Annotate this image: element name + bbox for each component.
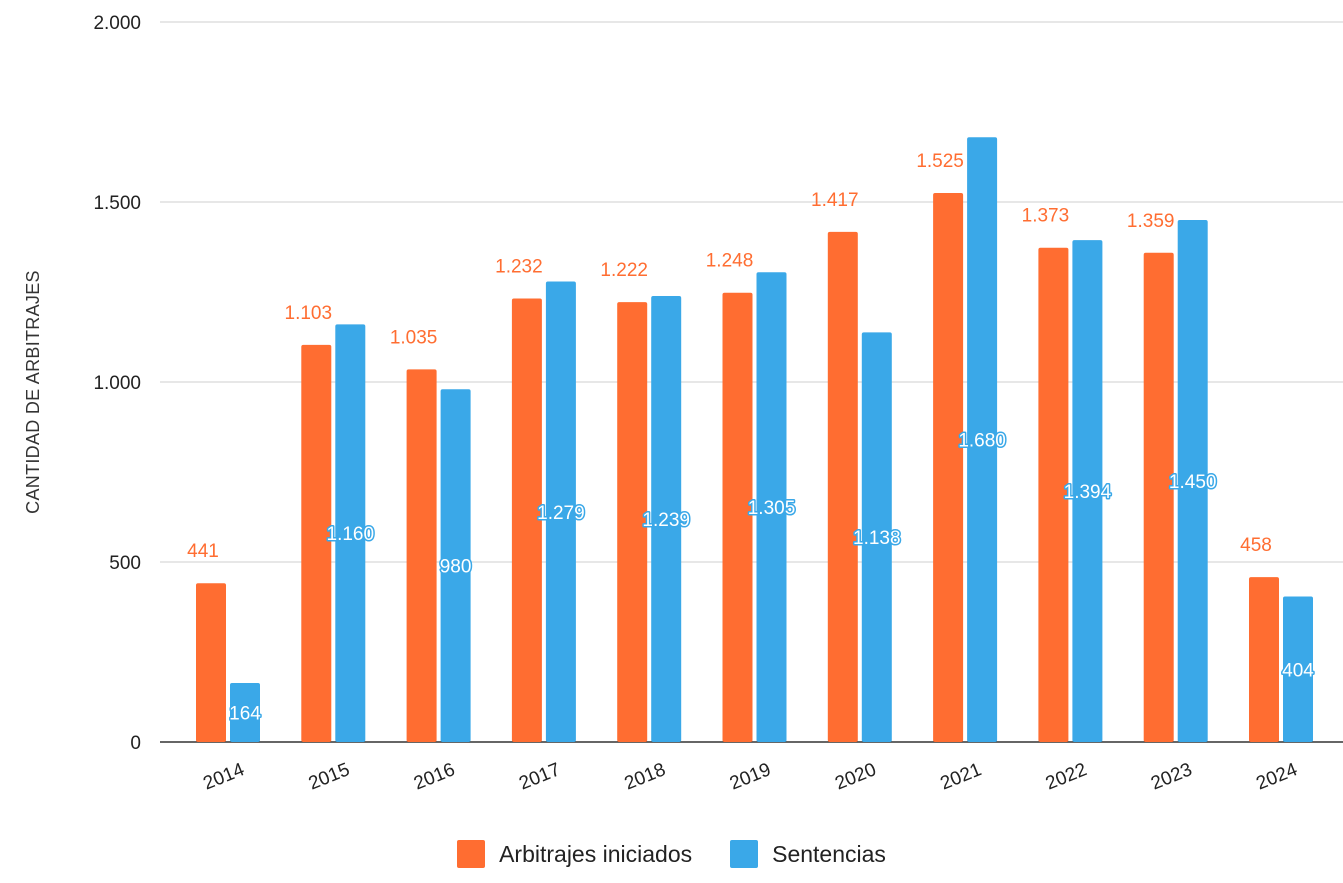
bar-arbitrajes-iniciados[interactable]: [406, 369, 437, 742]
bar-sentencias[interactable]: [440, 389, 471, 742]
data-label-sentencias: 1.305: [748, 498, 796, 519]
legend-label: Sentencias: [772, 840, 886, 867]
bar-sentencias[interactable]: [335, 324, 366, 742]
bar-sentencias[interactable]: [230, 682, 260, 742]
data-label-arbitrajes-iniciados: 1.359: [1127, 211, 1175, 232]
x-tick-label: 2020: [832, 759, 879, 794]
bar-sentencias[interactable]: [651, 295, 682, 742]
y-tick-label: 1.000: [93, 373, 141, 394]
bar-arbitrajes-iniciados[interactable]: [827, 231, 858, 742]
bars: [196, 137, 1313, 742]
data-label-arbitrajes-iniciados: 1.417: [811, 190, 859, 211]
data-label-sentencias: 1.279: [537, 503, 585, 524]
x-tick-label: 2017: [516, 759, 563, 794]
x-tick-label: 2016: [411, 759, 458, 794]
legend: Arbitrajes iniciados Sentencias: [0, 840, 1343, 868]
bar-sentencias[interactable]: [545, 281, 576, 742]
legend-item-sentencias[interactable]: Sentencias: [730, 840, 886, 868]
data-label-sentencias: 404: [1282, 660, 1314, 681]
y-tick-label: 2.000: [93, 13, 141, 34]
bar-sentencias[interactable]: [1072, 240, 1103, 742]
legend-label: Arbitrajes iniciados: [499, 840, 693, 867]
data-labels: 441 164 1.103 1.160 1.035 980 1.232 1.279 1.222 1…: [187, 151, 1316, 726]
y-axis-ticks: 0 500 1.000 1.500 2.000: [93, 13, 141, 754]
bar-arbitrajes-iniciados[interactable]: [511, 298, 542, 742]
bar-sentencias[interactable]: [967, 137, 998, 742]
data-label-arbitrajes-iniciados: 1.232: [495, 256, 543, 277]
bar-sentencias[interactable]: [1177, 220, 1208, 742]
bar-sentencias[interactable]: [861, 332, 892, 742]
bar-arbitrajes-iniciados[interactable]: [301, 344, 332, 742]
bar-arbitrajes-iniciados[interactable]: [1038, 247, 1069, 742]
data-label-sentencias: 1.239: [642, 510, 690, 531]
x-tick-label: 2024: [1253, 759, 1300, 794]
x-tick-label: 2021: [938, 759, 985, 794]
data-label-arbitrajes-iniciados: 1.103: [285, 303, 333, 324]
data-label-sentencias: 1.450: [1169, 472, 1217, 493]
x-tick-label: 2019: [727, 759, 774, 794]
data-label-arbitrajes-iniciados: 1.222: [600, 260, 648, 281]
data-label-arbitrajes-iniciados: 1.525: [916, 151, 964, 172]
x-tick-label: 2014: [200, 759, 247, 794]
data-label-sentencias: 980: [440, 557, 472, 578]
y-tick-label: 1.500: [93, 193, 141, 214]
legend-swatch-orange: [457, 840, 486, 868]
data-label-sentencias: 1.680: [958, 431, 1006, 452]
x-tick-label: 2015: [306, 759, 353, 794]
data-label-sentencias: 1.394: [1064, 482, 1112, 503]
x-tick-label: 2023: [1148, 759, 1195, 794]
data-label-arbitrajes-iniciados: 1.248: [706, 251, 754, 272]
x-tick-label: 2022: [1043, 759, 1090, 794]
data-label-sentencias: 164: [229, 703, 261, 724]
data-label-arbitrajes-iniciados: 1.373: [1022, 206, 1070, 227]
bar-arbitrajes-iniciados[interactable]: [617, 302, 648, 742]
data-label-sentencias: 1.138: [853, 528, 901, 549]
data-label-arbitrajes-iniciados: 441: [187, 541, 219, 562]
x-tick-label: 2018: [622, 759, 669, 794]
data-label-sentencias: 1.160: [327, 524, 375, 545]
bar-arbitrajes-iniciados[interactable]: [722, 292, 753, 742]
x-axis-ticks: 2014 2015 2016 2017 2018 2019 2020 2021 2022 2023…: [200, 759, 1300, 794]
y-axis-label: CANTIDAD DE ARBITRAJES: [23, 270, 43, 514]
bar-sentencias[interactable]: [756, 272, 787, 742]
bar-arbitrajes-iniciados[interactable]: [1143, 252, 1174, 742]
data-label-arbitrajes-iniciados: 1.035: [390, 327, 438, 348]
bar-sentencias[interactable]: [1283, 596, 1313, 742]
bar-arbitrajes-iniciados[interactable]: [933, 193, 964, 742]
bar-arbitrajes-iniciados[interactable]: [1249, 577, 1279, 742]
legend-swatch-blue: [730, 840, 759, 868]
y-tick-label: 0: [130, 733, 141, 754]
data-label-arbitrajes-iniciados: 458: [1240, 535, 1272, 556]
y-tick-label: 500: [109, 553, 141, 574]
legend-item-arbitrajes-iniciados[interactable]: Arbitrajes iniciados: [457, 840, 692, 868]
bar-arbitrajes-iniciados[interactable]: [196, 583, 226, 742]
